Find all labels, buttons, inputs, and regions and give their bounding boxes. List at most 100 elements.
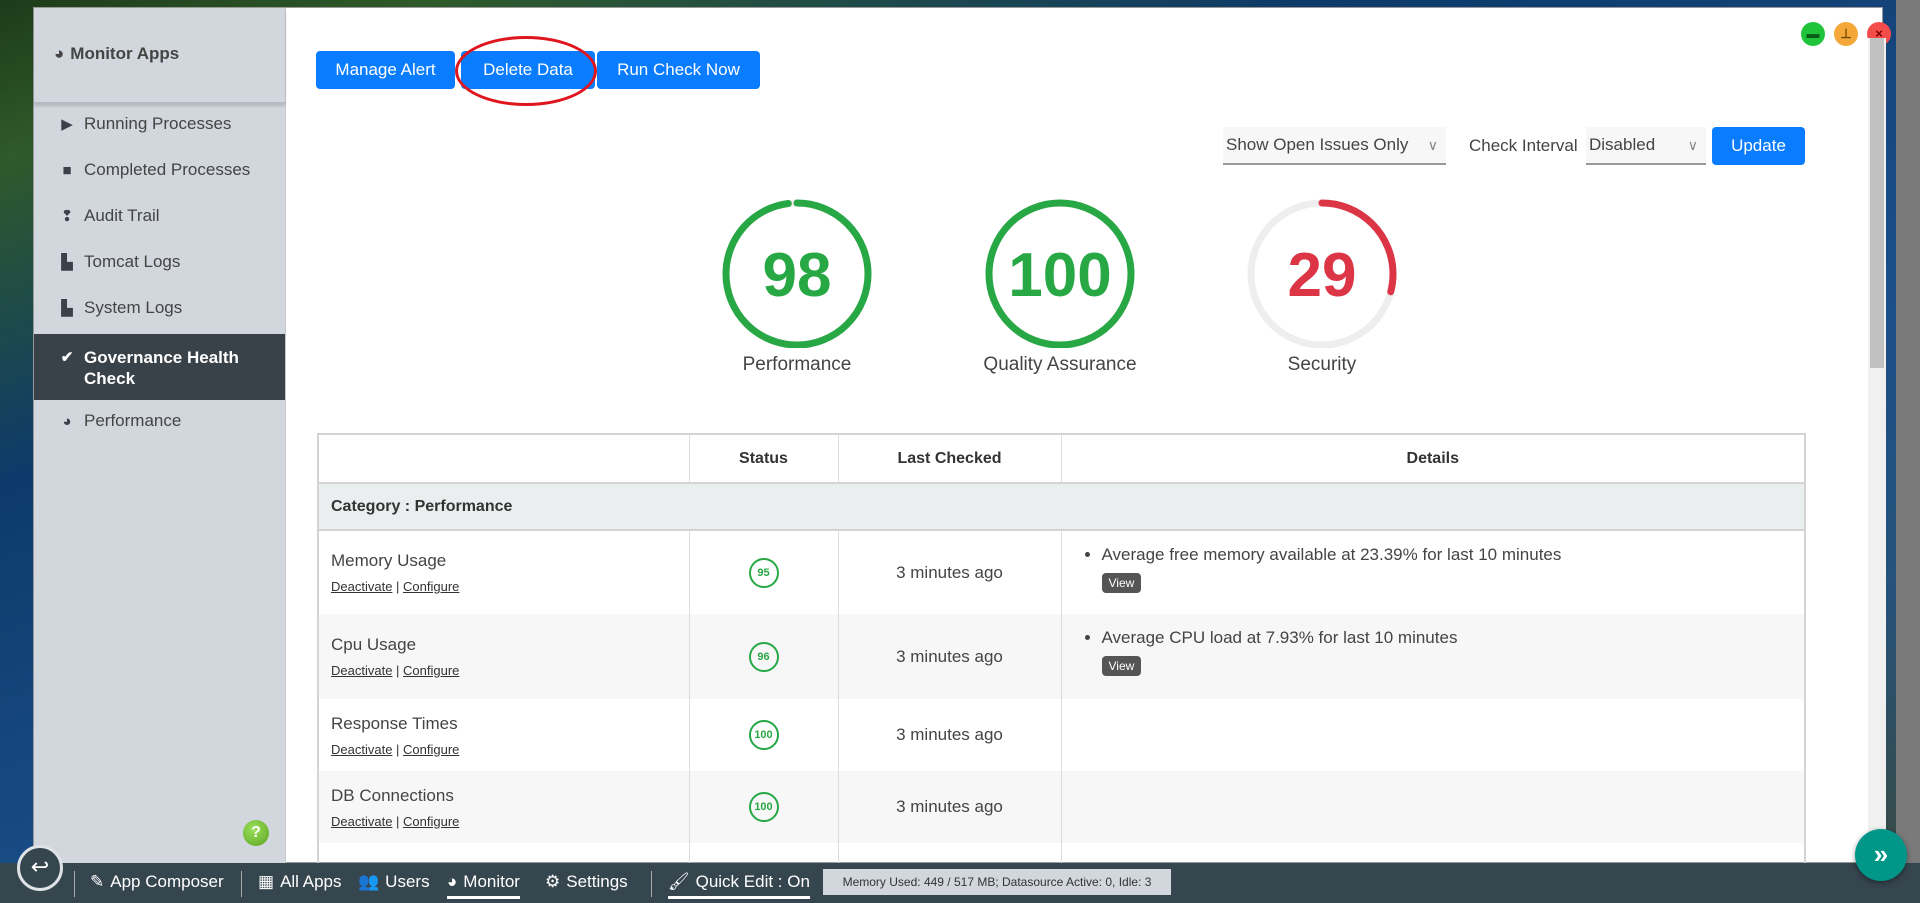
check-interval-select[interactable]: Disabled ∨ bbox=[1586, 127, 1706, 165]
taskbar-label: Quick Edit : On bbox=[695, 872, 810, 891]
taskbar-label: App Composer bbox=[110, 872, 224, 891]
taskbar-label: Settings bbox=[566, 872, 628, 891]
chevron-down-icon: ∨ bbox=[1687, 136, 1698, 153]
configure-link[interactable]: Configure bbox=[403, 741, 460, 757]
category-label: Category : Performance bbox=[317, 483, 1806, 531]
quick-edit-toggle[interactable]: 🖌 Quick Edit : On bbox=[668, 872, 810, 899]
gauge-label: Performance bbox=[742, 354, 852, 375]
footprints-icon: ❢ bbox=[60, 208, 74, 225]
last-checked: 3 minutes ago bbox=[837, 530, 1062, 614]
deactivate-link[interactable]: Deactivate bbox=[331, 813, 393, 829]
expand-chevrons-icon[interactable]: » bbox=[1855, 829, 1907, 881]
sidebar-item-label: Performance bbox=[84, 411, 182, 430]
taskbar-label: Monitor bbox=[463, 872, 520, 891]
memory-status: Memory Used: 449 / 517 MB; Datasource Ac… bbox=[823, 869, 1171, 895]
settings-button[interactable]: ⚙ Settings bbox=[545, 872, 628, 892]
view-button[interactable]: View bbox=[1101, 573, 1142, 593]
update-button[interactable]: Update bbox=[1712, 127, 1805, 165]
window-scrollbar[interactable] bbox=[1868, 38, 1886, 864]
open-issues-select[interactable]: Show Open Issues Only ∨ bbox=[1223, 127, 1446, 165]
configure-link[interactable]: Configure bbox=[403, 813, 460, 829]
app-logo[interactable]: ↩ bbox=[17, 845, 63, 891]
table-row: DB Connections Deactivate | Configure 100… bbox=[317, 771, 1806, 843]
score-value: 100 bbox=[1008, 241, 1111, 310]
detail-text: Average CPU load at 7.93% for last 10 mi… bbox=[1102, 628, 1805, 648]
minimize-icon[interactable]: ▬ bbox=[1801, 22, 1825, 46]
help-icon[interactable]: ? bbox=[243, 820, 269, 846]
chevron-down-icon: ∨ bbox=[1427, 136, 1438, 153]
divider bbox=[241, 871, 242, 897]
status-badge: 100 bbox=[748, 720, 779, 750]
scroll-icon: ▙ bbox=[61, 300, 73, 317]
deactivate-link[interactable]: Deactivate bbox=[331, 741, 393, 757]
status-badge: 100 bbox=[748, 792, 779, 822]
gauge-ring: 29 bbox=[1247, 199, 1397, 348]
gauge-security: 29 Security bbox=[1242, 198, 1402, 376]
gears-icon: ⚙ bbox=[545, 872, 561, 891]
sidebar-item-tomcat-logs[interactable]: ▙ Tomcat Logs bbox=[34, 252, 285, 272]
col-header-last-checked: Last Checked bbox=[837, 434, 1062, 484]
grid-icon: ▦ bbox=[258, 872, 275, 891]
run-check-now-button[interactable]: Run Check Now bbox=[597, 51, 760, 89]
gauge-ring: 100 bbox=[985, 199, 1135, 348]
divider bbox=[74, 871, 75, 897]
deactivate-link[interactable]: Deactivate bbox=[331, 579, 393, 594]
monitor-button[interactable]: ◕ Monitor bbox=[447, 872, 520, 899]
sidebar-item-label: Completed Processes bbox=[84, 160, 251, 179]
check-interval-label: Check Interval bbox=[1469, 136, 1578, 155]
scroll-icon: ▙ bbox=[61, 254, 73, 271]
table-header: Status Last Checked Details bbox=[317, 434, 1806, 484]
configure-link[interactable]: Configure bbox=[403, 579, 460, 594]
sidebar-item-completed-processes[interactable]: ■ Completed Processes bbox=[34, 160, 285, 180]
table-row: Response Times Deactivate | Configure 100… bbox=[317, 699, 1806, 771]
sidebar-item-label: System Logs bbox=[84, 298, 183, 317]
desktop-scrollbar[interactable] bbox=[1896, 0, 1920, 863]
brush-icon: 🖌 bbox=[668, 872, 690, 891]
configure-link[interactable]: Configure bbox=[403, 663, 460, 678]
stop-icon: ■ bbox=[62, 161, 72, 179]
check-name: DB Connections bbox=[331, 785, 454, 805]
highlight-annotation bbox=[455, 36, 597, 106]
sidebar-header: ◕ Monitor Apps bbox=[34, 8, 285, 104]
sidebar-item-running-processes[interactable]: ▶ Running Processes bbox=[34, 114, 285, 134]
sidebar-item-label: Governance Health Check bbox=[84, 348, 239, 388]
scrollbar-thumb[interactable] bbox=[1870, 38, 1884, 368]
taskbar-label: Users bbox=[385, 872, 430, 891]
select-value: Disabled bbox=[1589, 135, 1656, 154]
table-row: Memory Usage Deactivate | Configure 95 3 … bbox=[317, 530, 1806, 614]
view-button[interactable]: View bbox=[1101, 656, 1142, 676]
all-apps-button[interactable]: ▦ All Apps bbox=[258, 872, 342, 892]
score-value: 29 bbox=[1288, 241, 1357, 310]
taskbar-label: All Apps bbox=[280, 872, 342, 891]
col-header-details: Details bbox=[1060, 434, 1806, 484]
gauge-arc bbox=[722, 199, 872, 348]
check-name: Cpu Usage bbox=[331, 635, 417, 654]
tachometer-icon: ◕ bbox=[62, 412, 72, 430]
health-check-table: Status Last Checked Details Category : P… bbox=[317, 433, 1806, 884]
table-row: Cpu Usage Deactivate | Configure 96 3 min… bbox=[317, 614, 1806, 699]
users-icon: 👥 bbox=[358, 872, 380, 891]
manage-alert-button[interactable]: Manage Alert bbox=[316, 51, 455, 89]
gauge-performance: 98 Performance bbox=[717, 198, 877, 376]
sidebar-item-performance[interactable]: ◕ Performance bbox=[34, 411, 285, 431]
gauge-label: Quality Assurance bbox=[983, 354, 1137, 375]
select-value: Show Open Issues Only bbox=[1226, 135, 1409, 154]
last-checked: 3 minutes ago bbox=[837, 614, 1062, 699]
sidebar-item-audit-trail[interactable]: ❢ Audit Trail bbox=[34, 206, 285, 226]
sidebar-item-governance-health-check[interactable]: ✔ Governance Health Check bbox=[34, 334, 285, 400]
status-badge: 95 bbox=[748, 557, 779, 588]
sidebar-item-system-logs[interactable]: ▙ System Logs bbox=[34, 298, 285, 318]
deactivate-link[interactable]: Deactivate bbox=[331, 663, 393, 678]
divider bbox=[651, 871, 652, 897]
gauge-arc bbox=[1247, 199, 1397, 348]
pin-icon[interactable]: ⊥ bbox=[1834, 22, 1858, 46]
users-button[interactable]: 👥 Users bbox=[358, 872, 430, 892]
detail-text: Average free memory available at 23.39% … bbox=[1102, 545, 1805, 565]
taskbar: ↩ ✎ App Composer ▦ All Apps 👥 Users ◕ Monito… bbox=[0, 845, 1920, 903]
sidebar-item-label: Audit Trail bbox=[84, 206, 160, 225]
col-header-status: Status bbox=[688, 434, 839, 484]
status-badge: 96 bbox=[748, 641, 779, 672]
app-composer-button[interactable]: ✎ App Composer bbox=[90, 872, 224, 892]
tachometer-icon: ◕ bbox=[447, 872, 458, 891]
last-checked: 3 minutes ago bbox=[837, 771, 1062, 843]
